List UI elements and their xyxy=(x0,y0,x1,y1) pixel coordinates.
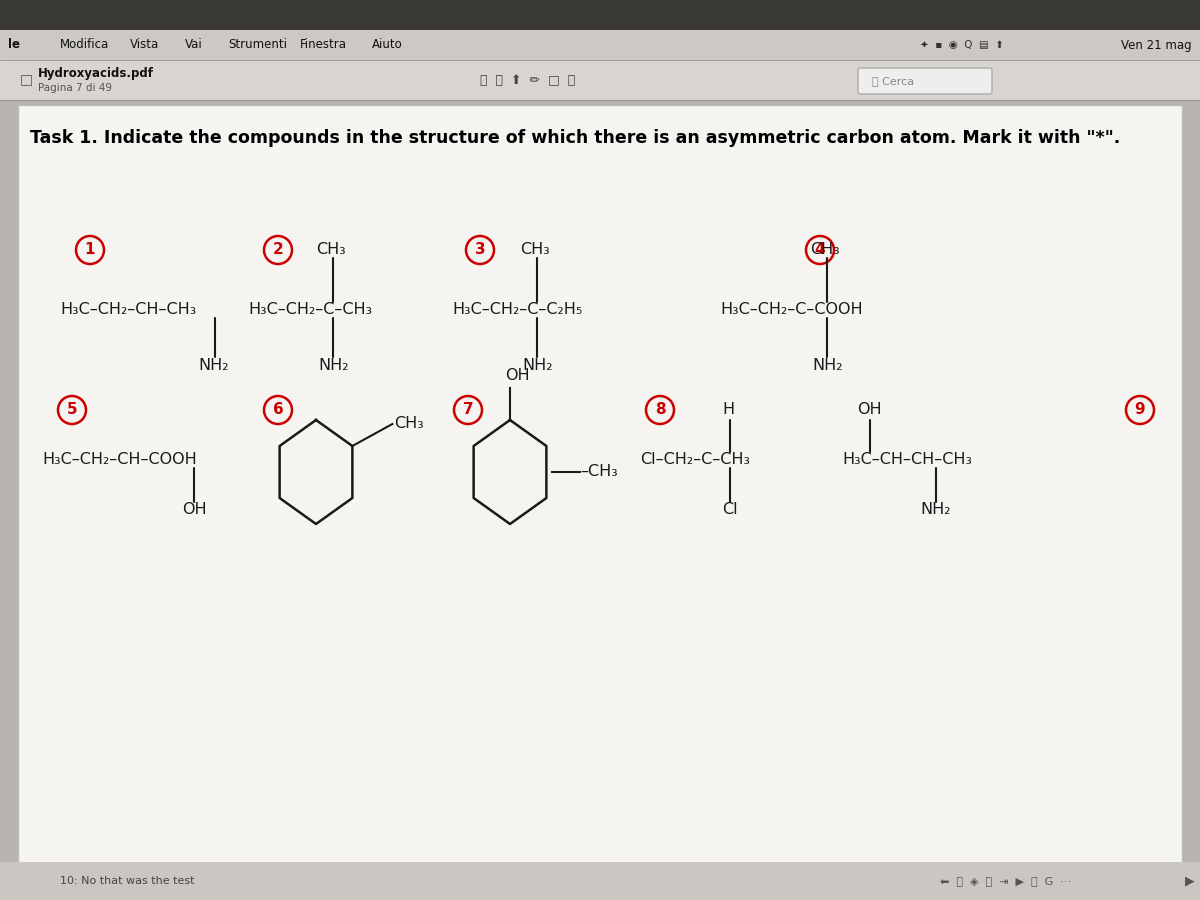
Text: ⬅  🔗  ◈  🗑  ⇥  ▶  🔄  G  ···: ⬅ 🔗 ◈ 🗑 ⇥ ▶ 🔄 G ··· xyxy=(940,876,1072,886)
Text: OH: OH xyxy=(857,402,882,418)
Text: CH₃: CH₃ xyxy=(316,242,346,257)
Text: NH₂: NH₂ xyxy=(522,357,552,373)
FancyBboxPatch shape xyxy=(858,68,992,94)
Text: Ven 21 mag: Ven 21 mag xyxy=(1121,39,1192,51)
Text: –CH₃: –CH₃ xyxy=(580,464,618,480)
Text: H₃C–CH₂–CH–COOH: H₃C–CH₂–CH–COOH xyxy=(42,453,197,467)
Text: Cl: Cl xyxy=(722,502,738,518)
Text: Finestra: Finestra xyxy=(300,39,347,51)
Text: H: H xyxy=(722,402,734,418)
Text: Modifica: Modifica xyxy=(60,39,109,51)
Text: 7: 7 xyxy=(463,402,473,418)
Text: Pagina 7 di 49: Pagina 7 di 49 xyxy=(38,83,112,93)
Text: 🔍 Cerca: 🔍 Cerca xyxy=(872,76,914,86)
Text: OH: OH xyxy=(182,502,206,518)
Text: Strumenti: Strumenti xyxy=(228,39,287,51)
Text: OH: OH xyxy=(505,368,529,383)
Bar xyxy=(0,30,1200,60)
Text: NH₂: NH₂ xyxy=(318,357,348,373)
Text: Hydroxyacids.pdf: Hydroxyacids.pdf xyxy=(38,68,154,80)
Text: CH₃: CH₃ xyxy=(395,417,424,431)
Text: CH₃: CH₃ xyxy=(520,242,550,257)
Text: NH₂: NH₂ xyxy=(198,357,228,373)
Text: 9: 9 xyxy=(1135,402,1145,418)
Text: 4: 4 xyxy=(815,242,826,257)
Bar xyxy=(0,0,1200,30)
Text: ▶: ▶ xyxy=(1186,875,1195,887)
Text: 8: 8 xyxy=(655,402,665,418)
Text: le: le xyxy=(8,39,20,51)
Text: Cl–CH₂–C–CH₃: Cl–CH₂–C–CH₃ xyxy=(640,453,750,467)
Text: ✦  ▪  ◉  Q  ▤  ⬆: ✦ ▪ ◉ Q ▤ ⬆ xyxy=(920,40,1004,50)
Text: 6: 6 xyxy=(272,402,283,418)
Bar xyxy=(0,60,1200,100)
Text: Task 1. Indicate the compounds in the structure of which there is an asymmetric : Task 1. Indicate the compounds in the st… xyxy=(30,129,1121,147)
Bar xyxy=(0,862,1200,900)
Text: CH₃: CH₃ xyxy=(810,242,840,257)
Text: □: □ xyxy=(20,72,34,86)
Text: 3: 3 xyxy=(475,242,485,257)
Text: 2: 2 xyxy=(272,242,283,257)
Text: H₃C–CH₂–CH–CH₃: H₃C–CH₂–CH–CH₃ xyxy=(60,302,197,318)
Text: H₃C–CH₂–C–C₂H₅: H₃C–CH₂–C–C₂H₅ xyxy=(452,302,582,318)
Text: H₃C–CH–CH–CH₃: H₃C–CH–CH–CH₃ xyxy=(842,453,972,467)
Text: Aiuto: Aiuto xyxy=(372,39,403,51)
Text: 10: No that was the test: 10: No that was the test xyxy=(60,876,194,886)
Text: H₃C–CH₂–C–CH₃: H₃C–CH₂–C–CH₃ xyxy=(248,302,372,318)
Text: 🔍  🔍  ⬆  ✏  □  ⓐ: 🔍 🔍 ⬆ ✏ □ ⓐ xyxy=(480,74,575,86)
Text: 5: 5 xyxy=(67,402,77,418)
Text: NH₂: NH₂ xyxy=(812,357,842,373)
Text: Vista: Vista xyxy=(130,39,160,51)
FancyBboxPatch shape xyxy=(18,105,1182,865)
Text: NH₂: NH₂ xyxy=(920,502,950,518)
Text: H₃C–CH₂–C–COOH: H₃C–CH₂–C–COOH xyxy=(720,302,863,318)
Text: 1: 1 xyxy=(85,242,95,257)
Text: Vai: Vai xyxy=(185,39,203,51)
